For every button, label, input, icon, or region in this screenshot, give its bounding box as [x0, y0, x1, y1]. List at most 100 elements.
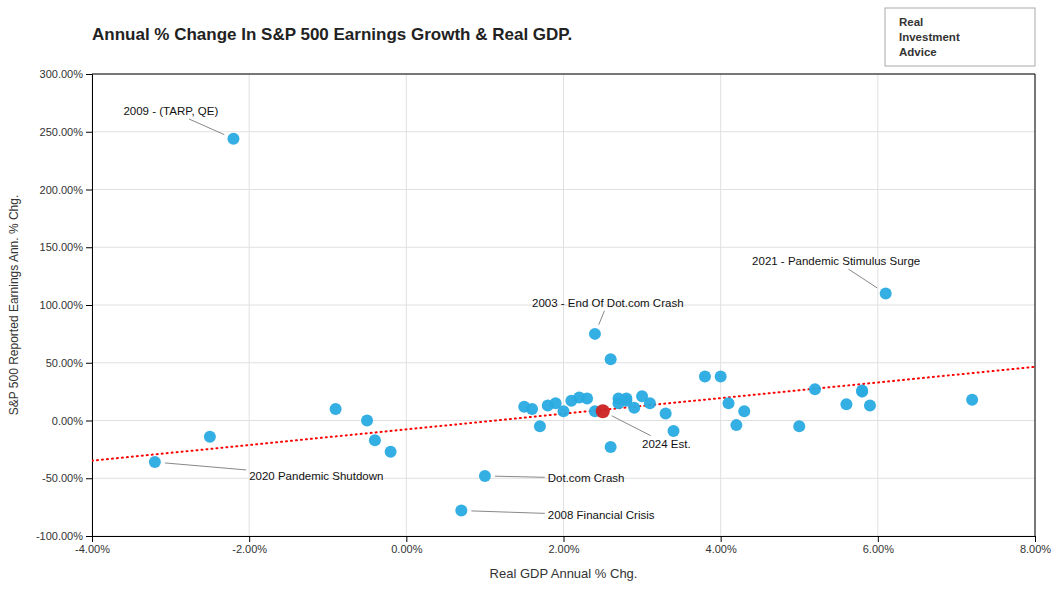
point — [534, 420, 546, 432]
y-axis-label: S&P 500 Reported Earnings Ann. % Chg. — [7, 195, 21, 416]
tick-label: 4.00% — [706, 543, 737, 555]
point — [455, 505, 467, 517]
point — [660, 408, 672, 420]
annotation: 2008 Financial Crisis — [548, 509, 655, 521]
axis-line — [93, 537, 1036, 543]
point — [723, 397, 735, 409]
point — [715, 371, 727, 383]
point — [880, 287, 892, 299]
annotations: 2009 - (TARP, QE) 2020 Pandemic Shutdown D… — [123, 105, 920, 521]
tick-mark — [1035, 536, 1036, 542]
tick-label: 50.00% — [46, 357, 84, 369]
annotation-connector — [599, 311, 605, 325]
point — [479, 470, 491, 482]
tick-label: 8.00% — [1020, 543, 1051, 555]
plot-area: -4.00% -2.00% 0.00% 2.00% 4.00% 6.00% 8.00% -10… — [36, 68, 1051, 555]
annotation-connector — [612, 416, 651, 436]
tick-label: 0.00% — [52, 415, 83, 427]
tick-mark — [86, 421, 92, 422]
tick: -50.00% — [42, 472, 92, 484]
logo-box — [885, 8, 1035, 66]
tick-label: 0.00% — [391, 543, 422, 555]
tick-mark — [86, 132, 92, 133]
annotation: Dot.com Crash — [548, 472, 625, 484]
point — [227, 133, 239, 145]
x-axis: -4.00% -2.00% 0.00% 2.00% 4.00% 6.00% 8.00% — [75, 536, 1051, 555]
logo-text: Advice — [899, 46, 937, 58]
annotation-connector — [848, 269, 877, 288]
grid — [92, 74, 1035, 536]
annotation-connector — [165, 463, 246, 470]
tick: -2.00% — [232, 536, 267, 555]
point — [369, 434, 381, 446]
point — [840, 398, 852, 410]
tick-mark — [878, 536, 879, 542]
tick-label: 300.00% — [40, 68, 84, 80]
tick-mark — [406, 536, 407, 542]
frame — [1035, 74, 1036, 536]
point — [730, 419, 742, 431]
point — [738, 405, 750, 417]
tick-mark — [86, 190, 92, 191]
tick: -100.00% — [36, 530, 92, 542]
point — [385, 446, 397, 458]
annotation: 2003 - End Of Dot.com Crash — [532, 297, 683, 309]
tick-label: -4.00% — [75, 543, 110, 555]
y-axis: -100.00% -50.00% 0.00% 50.00% 100.00% 150.00%… — [36, 68, 93, 542]
tick-label: 150.00% — [40, 241, 84, 253]
point — [526, 403, 538, 415]
point — [149, 456, 161, 468]
tick-mark — [86, 247, 92, 248]
tick: 150.00% — [40, 241, 92, 253]
point — [204, 431, 216, 443]
tick-mark — [86, 536, 92, 537]
point — [605, 441, 617, 453]
point — [864, 399, 876, 411]
grid-line-y — [92, 131, 1035, 132]
trendline — [92, 367, 1035, 461]
marks — [92, 133, 1035, 517]
logo: Real Investment Advice — [885, 8, 1035, 66]
tick-label: 250.00% — [40, 126, 84, 138]
annotation: 2020 Pandemic Shutdown — [249, 470, 383, 482]
point — [668, 425, 680, 437]
grid-line-y — [92, 420, 1035, 421]
grid-line-y — [92, 74, 1035, 75]
point — [793, 420, 805, 432]
tick: 6.00% — [863, 536, 894, 555]
grid-line-x — [1035, 74, 1036, 536]
logo-text: Real — [899, 16, 923, 28]
tick: 4.00% — [706, 536, 737, 555]
frame — [92, 74, 1035, 75]
tick-mark — [721, 536, 722, 542]
grid-line-y — [92, 189, 1035, 190]
annotation: 2024 Est. — [642, 438, 691, 450]
point — [966, 394, 978, 406]
tick: 8.00% — [1020, 536, 1051, 555]
point — [605, 353, 617, 365]
axis-line — [86, 75, 93, 537]
logo-text: Investment — [899, 31, 960, 43]
point — [809, 383, 821, 395]
annotation-connector — [495, 476, 545, 477]
tick-label: -2.00% — [232, 543, 267, 555]
point — [856, 384, 868, 396]
tick: 300.00% — [40, 68, 92, 80]
point — [628, 402, 640, 414]
tick-mark — [86, 305, 92, 306]
tick-label: -50.00% — [42, 472, 83, 484]
tick: 200.00% — [40, 184, 92, 196]
grid-line-y — [92, 247, 1035, 248]
tick-label: 100.00% — [40, 299, 84, 311]
tick: 2.00% — [548, 536, 579, 555]
tick-mark — [249, 536, 250, 542]
title: Annual % Change In S&P 500 Earnings Grow… — [92, 25, 572, 44]
tick: 0.00% — [391, 536, 422, 555]
tick: 50.00% — [46, 357, 92, 369]
tick-mark — [86, 363, 92, 364]
annotation: 2009 - (TARP, QE) — [123, 105, 218, 117]
annotation: 2021 - Pandemic Stimulus Surge — [752, 255, 920, 267]
point — [596, 404, 610, 418]
tick: 0.00% — [52, 415, 92, 427]
point — [581, 393, 593, 405]
